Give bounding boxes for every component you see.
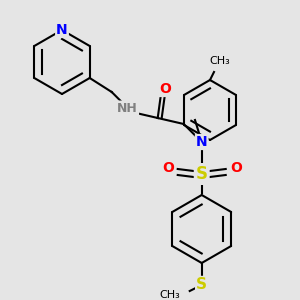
- Text: CH₃: CH₃: [159, 290, 180, 300]
- Text: CH₃: CH₃: [210, 56, 230, 66]
- Text: O: O: [230, 161, 242, 175]
- Text: N: N: [196, 135, 208, 149]
- Text: O: O: [162, 161, 174, 175]
- Text: O: O: [159, 82, 171, 96]
- Text: N: N: [56, 23, 68, 37]
- Text: NH: NH: [117, 101, 138, 115]
- Text: S: S: [196, 165, 208, 183]
- Text: S: S: [196, 277, 207, 292]
